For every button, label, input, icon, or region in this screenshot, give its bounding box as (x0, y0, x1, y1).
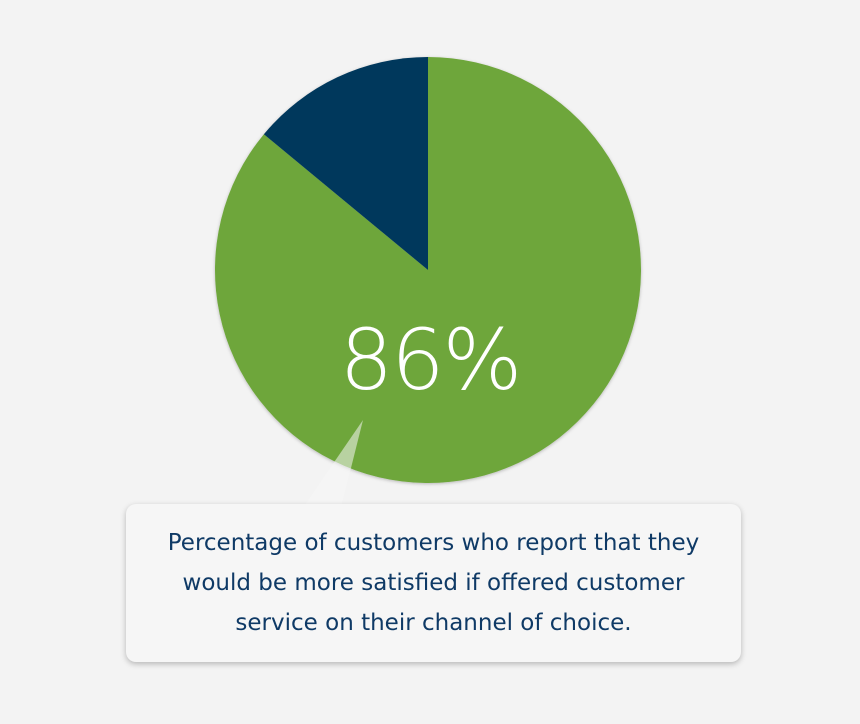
callout-text: Percentage of customers who report that … (167, 530, 700, 636)
pie-slice-minor (263, 57, 428, 270)
pie-slice-major (215, 56, 642, 484)
callout-box: Percentage of customers who report that … (126, 504, 741, 662)
callout-pointer (300, 420, 363, 512)
percentage-label: 86% (339, 311, 523, 409)
